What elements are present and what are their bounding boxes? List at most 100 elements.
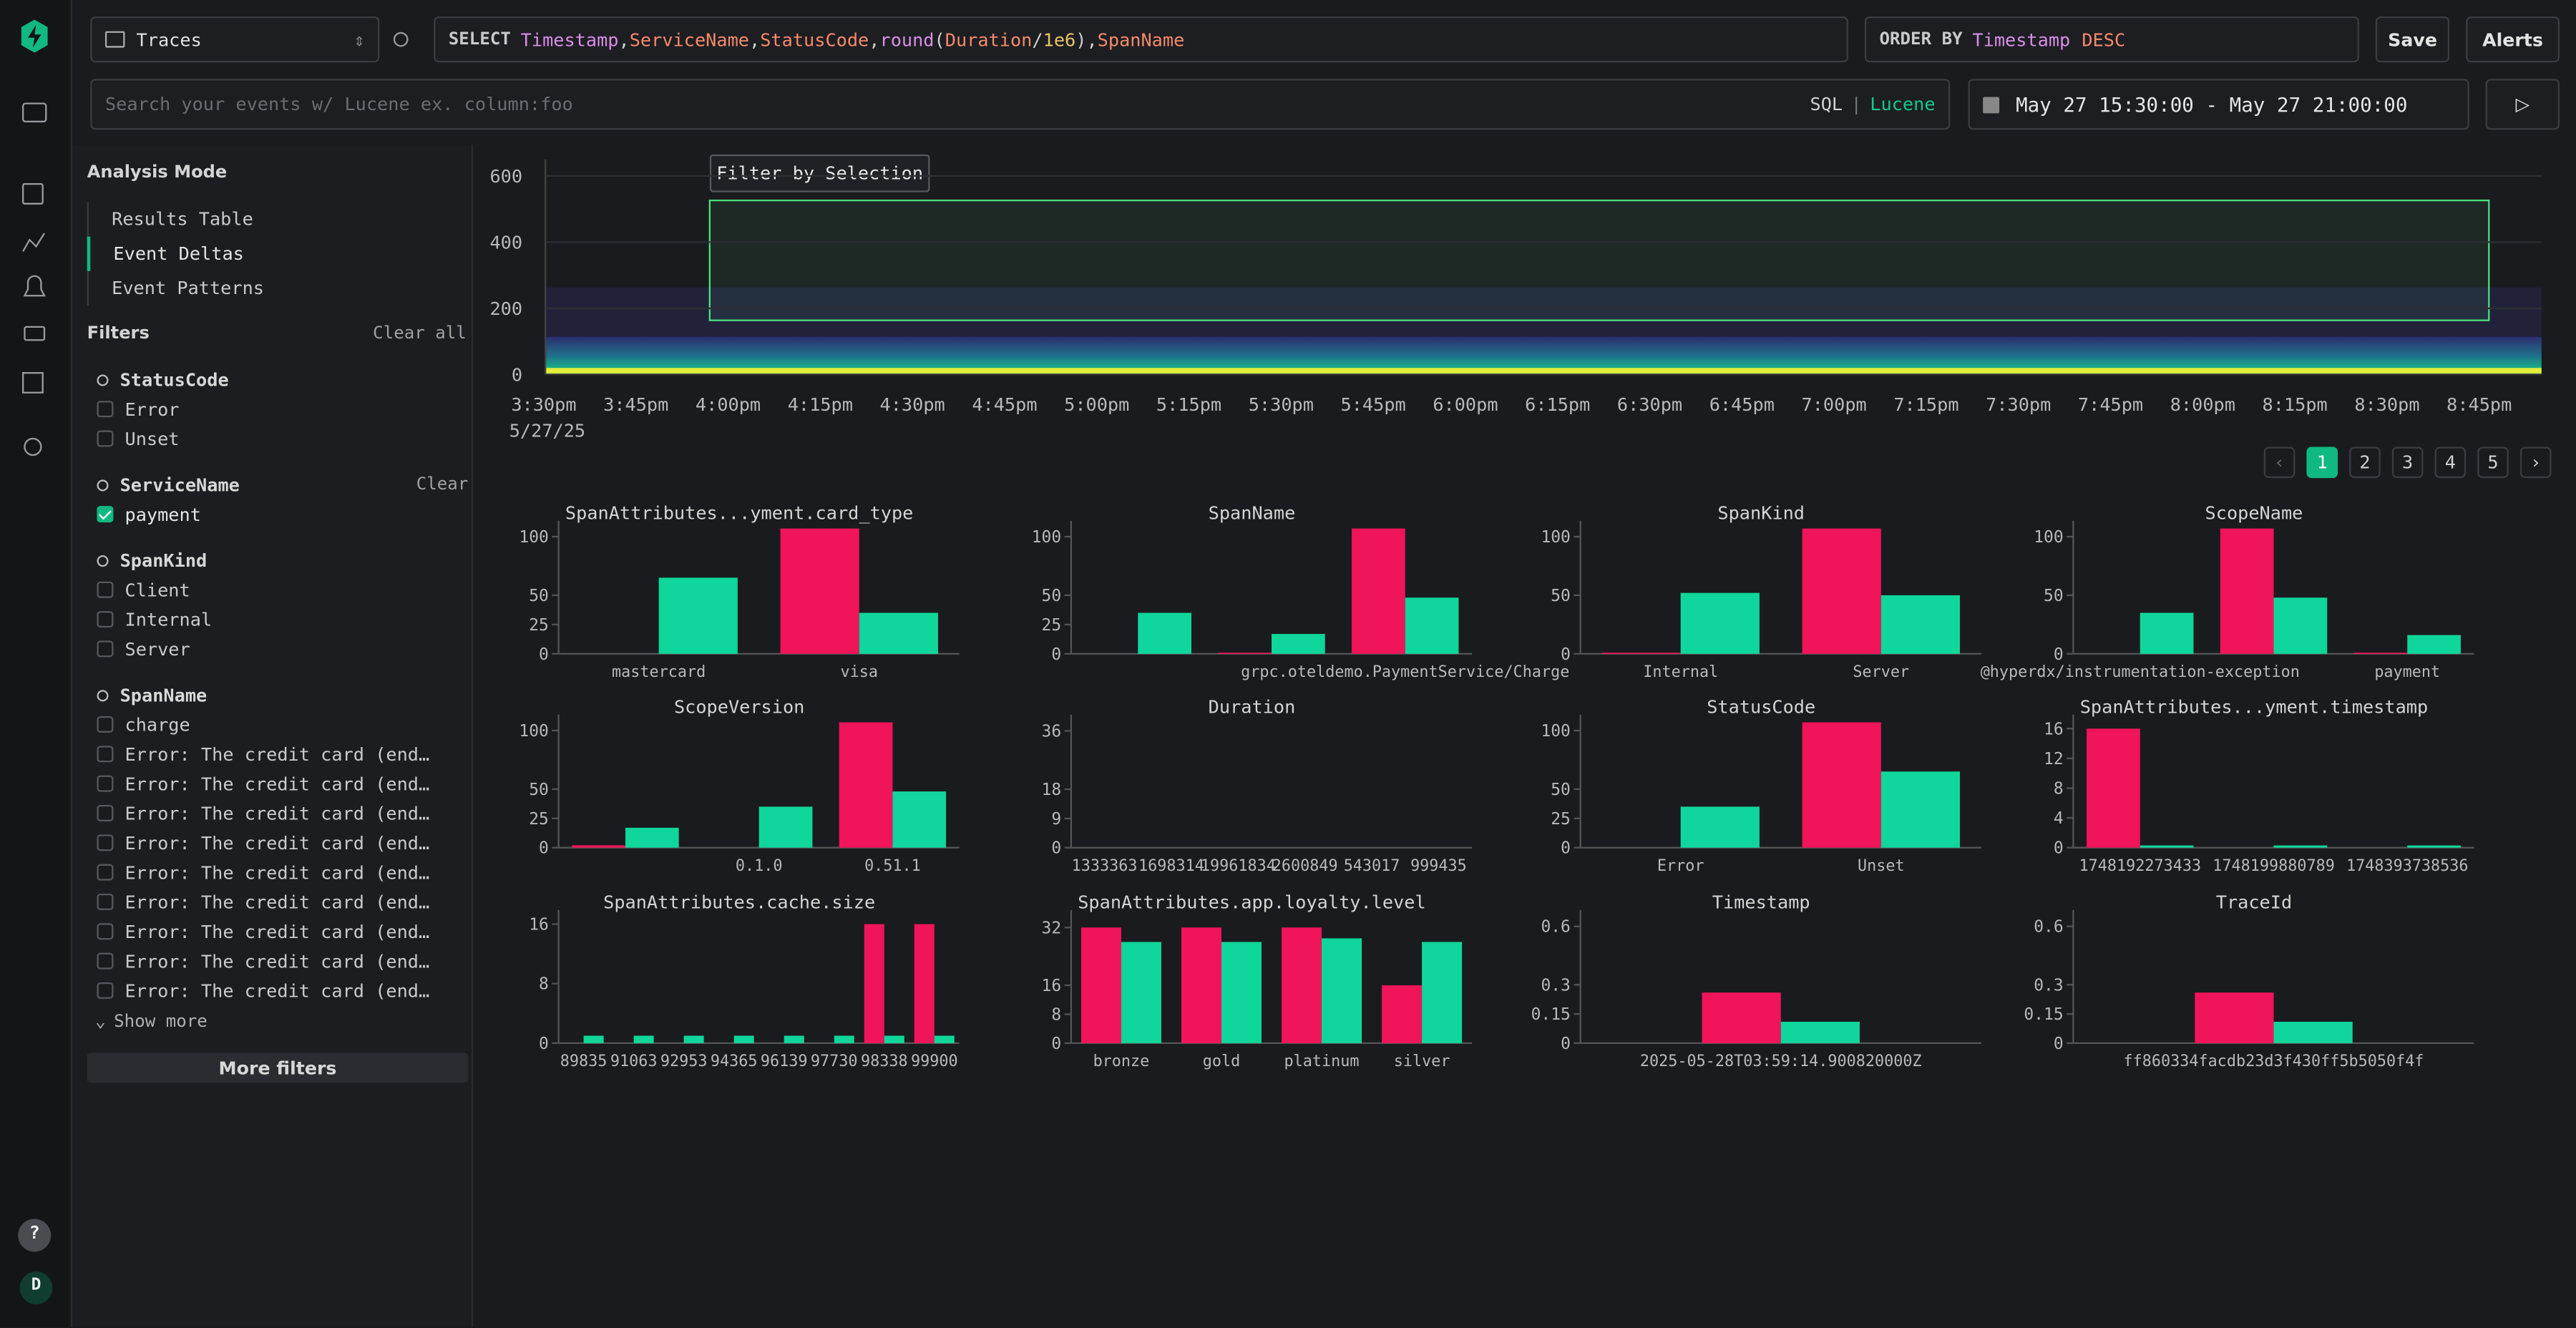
filter-group-header: SpanName [87, 680, 469, 710]
option-label[interactable]: Error: The credit card (end… [125, 832, 429, 854]
y-tick-label: 0 [1561, 645, 1571, 664]
mode-item[interactable]: Event Deltas [87, 237, 449, 271]
x-tick-label: Unset [1858, 857, 1905, 875]
option-label[interactable]: Error: The credit card (end… [125, 950, 429, 972]
mode-item[interactable]: Results Table [87, 202, 449, 236]
alerts-button[interactable]: Alerts [2466, 16, 2560, 62]
select-input[interactable]: SELECTTimestamp,ServiceName,StatusCode,r… [434, 16, 1848, 62]
option-label[interactable]: Error: The credit card (end… [125, 773, 429, 794]
source-select[interactable]: Traces⇕ [90, 16, 379, 62]
page-next[interactable]: › [2520, 446, 2552, 478]
icon[interactable] [23, 233, 44, 251]
page-prev[interactable]: ‹ [2264, 446, 2296, 478]
chart-title: SpanKind [1717, 503, 1805, 524]
x-tick-label: 5:00pm [1064, 394, 1129, 415]
filter-option[interactable]: Error: The credit card (end… [87, 828, 469, 857]
filter-option[interactable]: Error: The credit card (end… [87, 887, 469, 917]
option-label[interactable]: payment [125, 504, 200, 525]
clear-all[interactable]: Clear all [373, 323, 467, 343]
icon[interactable] [24, 276, 44, 296]
x-tick-label: 6:45pm [1709, 394, 1775, 415]
show-more-label[interactable]: Show more [114, 1012, 208, 1032]
x-tick-label: 1333363 [1072, 857, 1138, 875]
filter-option[interactable]: Error: The credit card (end… [87, 917, 469, 946]
x-tick-label: 19961834 [1201, 857, 1276, 875]
filter-option[interactable]: Internal [87, 605, 469, 634]
x-tick-label: 4:45pm [972, 394, 1037, 415]
filter-option[interactable]: payment [87, 499, 469, 529]
icon[interactable] [24, 439, 41, 455]
bar [634, 1035, 654, 1043]
bar [884, 1035, 904, 1043]
filter-option[interactable]: Server [87, 634, 469, 663]
more-filters-button[interactable]: More filters [87, 1053, 469, 1083]
y-tick-label: 32 [1042, 919, 1062, 937]
filter-option[interactable]: Error: The credit card (end… [87, 857, 469, 887]
filter-option[interactable]: charge [87, 710, 469, 739]
option-label[interactable]: Error [125, 399, 179, 420]
settings-icon[interactable] [388, 26, 414, 53]
order-by-input[interactable]: ORDER BYTimestampDESC [1865, 16, 2359, 62]
filter-option[interactable]: Error: The credit card (end… [87, 739, 469, 768]
filter-option[interactable]: Unset [87, 424, 469, 453]
filter-option[interactable]: Error: The credit card (end… [87, 799, 469, 828]
x-tick-label: 8:45pm [2446, 394, 2512, 415]
x-tick-label: 6:00pm [1433, 394, 1498, 415]
bar [1802, 529, 1881, 654]
bar [1221, 942, 1262, 1043]
page-button[interactable]: 5 [2477, 446, 2509, 478]
y-tick-label: 4 [2054, 809, 2064, 828]
selection-box[interactable] [710, 200, 2489, 321]
page-button[interactable]: 1 [2306, 446, 2338, 478]
option-label[interactable]: Error: The credit card (end… [125, 892, 429, 913]
filter-option[interactable]: Error: The credit card (end… [87, 946, 469, 975]
icon[interactable] [24, 327, 44, 340]
filter-option[interactable]: Client [87, 575, 469, 605]
bar [659, 577, 738, 653]
option-label[interactable]: Client [125, 579, 190, 600]
option-label[interactable]: Internal [125, 609, 212, 630]
option-label[interactable]: Error: The credit card (end… [125, 980, 429, 1002]
y-tick-label: 12 [2044, 750, 2064, 768]
x-tick-label: 8:15pm [2263, 394, 2328, 415]
search-input[interactable]: Search your events w/ Lucene ex. column:… [90, 79, 1950, 130]
filter-option[interactable]: Error [87, 394, 469, 424]
mode-item[interactable]: Event Patterns [87, 271, 449, 306]
page-button[interactable]: 4 [2435, 446, 2467, 478]
filter-option[interactable]: Error: The credit card (end… [87, 976, 469, 1005]
checkbox [97, 834, 113, 851]
icon[interactable] [23, 184, 43, 204]
y-tick-label: 0.3 [2034, 976, 2063, 995]
bar [572, 845, 625, 847]
page-button[interactable]: 2 [2349, 446, 2381, 478]
option-label[interactable]: Error: The credit card (end… [125, 743, 429, 765]
lucene-toggle[interactable]: Lucene [1870, 94, 1935, 115]
option-label[interactable]: Error: The credit card (end… [125, 861, 429, 883]
x-tick-label: 999435 [1410, 857, 1467, 875]
y-tick-label: 36 [1042, 723, 1062, 741]
icon[interactable] [23, 104, 46, 122]
time-range[interactable]: May 27 15:30:00 - May 27 21:00:00 [1968, 79, 2469, 130]
save-button[interactable]: Save [2376, 16, 2449, 62]
x-tick-label: Internal [1643, 663, 1718, 681]
option-label[interactable]: charge [125, 714, 190, 736]
sql-toggle[interactable]: SQL [1810, 94, 1843, 115]
y-tick-label: 25 [1042, 616, 1062, 635]
run-button[interactable]: ▷ [2486, 79, 2560, 130]
x-tick-label: 98338 [861, 1053, 908, 1070]
clear-filter[interactable]: Clear [416, 475, 469, 495]
show-more[interactable]: ⌄Show more [87, 1007, 469, 1036]
query-token: DESC [2082, 29, 2125, 50]
option-label[interactable]: Unset [125, 428, 179, 449]
icon[interactable] [23, 373, 43, 393]
bar [1702, 992, 1781, 1043]
x-tick-label: 5:45pm [1341, 394, 1406, 415]
y-tick-label: 0 [2054, 645, 2064, 664]
filter-option[interactable]: Error: The credit card (end… [87, 768, 469, 798]
checkbox [97, 611, 113, 628]
filter-by-selection[interactable]: Filter by Selection [710, 155, 930, 192]
page-button[interactable]: 3 [2392, 446, 2424, 478]
option-label[interactable]: Error: The credit card (end… [125, 803, 429, 824]
option-label[interactable]: Server [125, 638, 190, 660]
option-label[interactable]: Error: The credit card (end… [125, 921, 429, 942]
